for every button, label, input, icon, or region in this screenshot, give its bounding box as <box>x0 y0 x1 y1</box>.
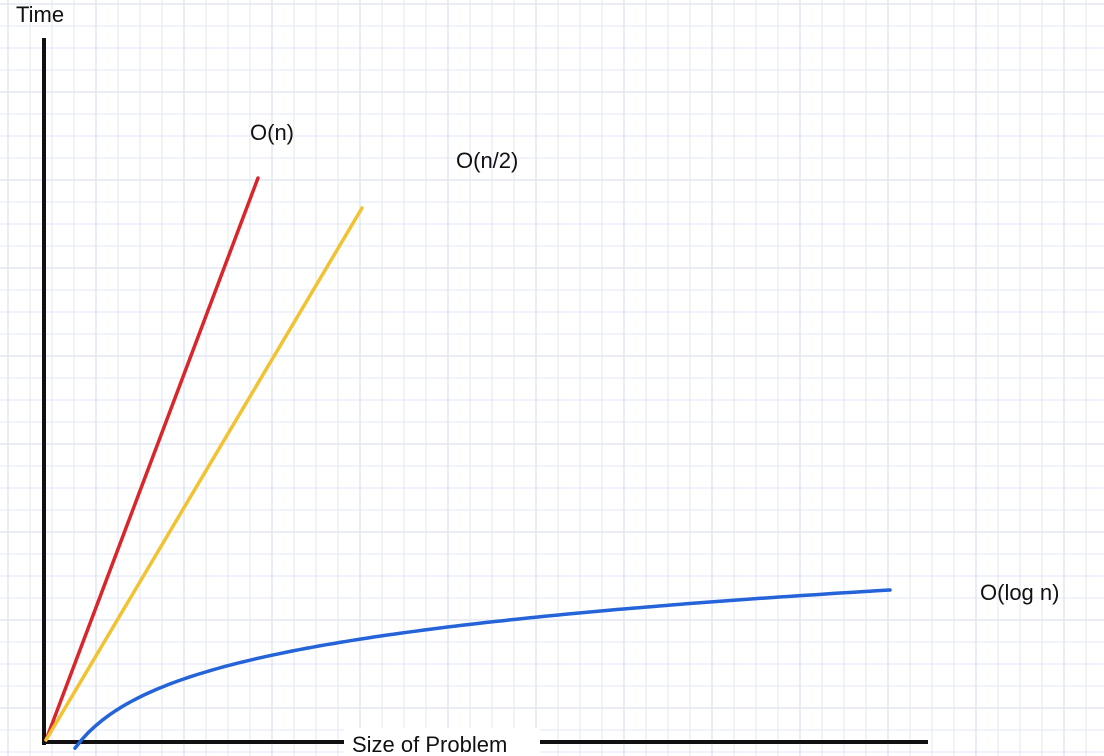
x-axis-label-background <box>344 728 540 756</box>
series-label-o-log-n: O(log n) <box>980 580 1059 605</box>
x-axis-label: Size of Problem <box>352 732 507 756</box>
series-label-o-n: O(n) <box>250 120 294 145</box>
series-line-o-log-n <box>73 588 892 750</box>
series-label-o-n-half: O(n/2) <box>456 148 518 173</box>
series-line-o-n <box>44 176 260 742</box>
series-line-o-n-half <box>44 206 364 742</box>
y-axis-label: Time <box>16 2 64 27</box>
